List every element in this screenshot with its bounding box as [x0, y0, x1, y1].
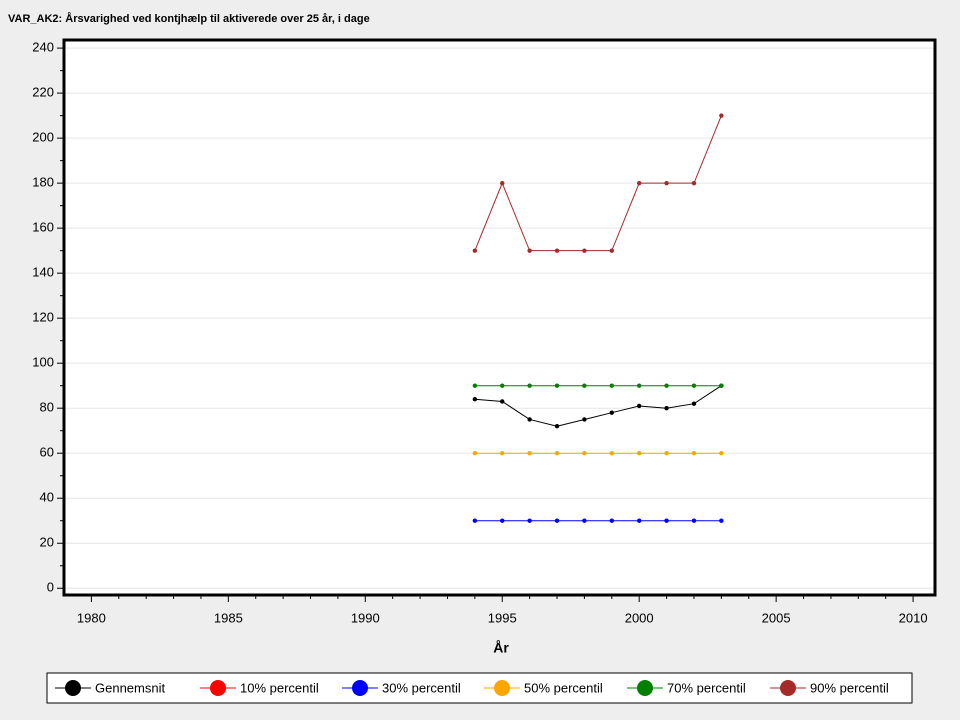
data-point — [636, 518, 642, 523]
legend-label: 70% percentil — [667, 680, 746, 695]
legend-label: 30% percentil — [382, 680, 461, 695]
plot-area — [64, 40, 935, 595]
y-tick-label: 240 — [32, 40, 54, 55]
legend-label: 50% percentil — [524, 680, 603, 695]
data-point — [500, 518, 505, 523]
data-point — [527, 248, 532, 253]
chart-title: VAR_AK2: Årsvarighed ved kontjhælp til a… — [8, 12, 370, 25]
data-point — [691, 451, 697, 456]
data-point — [636, 383, 642, 388]
series-line — [474, 115, 722, 252]
y-tick-label: 140 — [32, 265, 54, 280]
data-point — [472, 451, 478, 456]
data-point — [527, 383, 532, 388]
data-point — [500, 451, 505, 456]
data-point — [527, 518, 532, 523]
legend-marker — [637, 680, 653, 696]
data-point — [691, 180, 697, 186]
data-point — [664, 518, 669, 523]
data-point — [472, 396, 478, 402]
y-tick-label: 0 — [47, 580, 54, 595]
data-point — [609, 248, 614, 253]
data-point — [636, 451, 642, 456]
legend-marker — [65, 680, 81, 696]
data-point — [582, 451, 587, 456]
legend-label: 90% percentil — [810, 680, 889, 695]
data-point — [472, 248, 478, 253]
data-point — [609, 518, 614, 523]
data-point — [554, 383, 560, 388]
legend-marker — [210, 680, 226, 696]
x-tick-label: 1995 — [488, 610, 517, 625]
data-point — [719, 518, 724, 523]
data-point — [554, 424, 560, 429]
y-tick-label: 120 — [32, 310, 54, 325]
data-point — [719, 383, 724, 388]
data-point — [636, 403, 642, 409]
x-tick-label: 1990 — [351, 610, 380, 625]
legend-marker — [780, 680, 796, 696]
data-point — [527, 417, 532, 422]
y-tick-label: 200 — [32, 130, 54, 145]
data-point — [500, 383, 505, 388]
data-point — [582, 518, 587, 523]
data-point — [554, 451, 560, 456]
data-point — [664, 451, 669, 456]
data-point — [719, 113, 724, 118]
plot-border — [62, 38, 937, 597]
data-point — [691, 383, 697, 388]
data-point — [500, 180, 505, 186]
y-tick-label: 80 — [40, 400, 54, 415]
data-point — [719, 451, 724, 456]
data-point — [472, 518, 478, 523]
y-tick-label: 40 — [40, 490, 54, 505]
legend-marker — [352, 680, 368, 696]
data-point — [691, 518, 697, 523]
legend-marker — [494, 680, 510, 696]
data-point — [472, 383, 478, 388]
data-point — [609, 410, 614, 415]
data-point — [664, 405, 669, 411]
data-point — [664, 383, 669, 388]
data-point — [554, 248, 560, 253]
legend-label: 10% percentil — [240, 680, 319, 695]
data-point — [609, 383, 614, 388]
legend-label: Gennemsnit — [95, 680, 165, 695]
x-tick-label: 2010 — [899, 610, 928, 625]
data-point — [500, 399, 505, 404]
data-point — [527, 451, 532, 456]
x-tick-label: 2005 — [762, 610, 791, 625]
data-point — [582, 383, 587, 388]
y-tick-label: 60 — [40, 445, 54, 460]
data-point — [664, 180, 669, 186]
y-tick-label: 100 — [32, 355, 54, 370]
data-point — [554, 518, 560, 523]
data-point — [691, 401, 697, 406]
series-line — [474, 385, 722, 427]
plot-layer — [64, 47, 935, 589]
y-tick-label: 180 — [32, 175, 54, 190]
y-tick-label: 220 — [32, 85, 54, 100]
data-point — [636, 180, 642, 186]
legend — [46, 672, 913, 704]
data-point — [582, 248, 587, 253]
x-axis-label: År — [493, 640, 509, 656]
data-point — [582, 417, 587, 422]
x-tick-label: 1985 — [214, 610, 243, 625]
data-point — [609, 451, 614, 456]
y-tick-label: 20 — [40, 535, 54, 550]
x-tick-label: 2000 — [625, 610, 654, 625]
x-tick-label: 1980 — [77, 610, 106, 625]
y-tick-label: 160 — [32, 220, 54, 235]
